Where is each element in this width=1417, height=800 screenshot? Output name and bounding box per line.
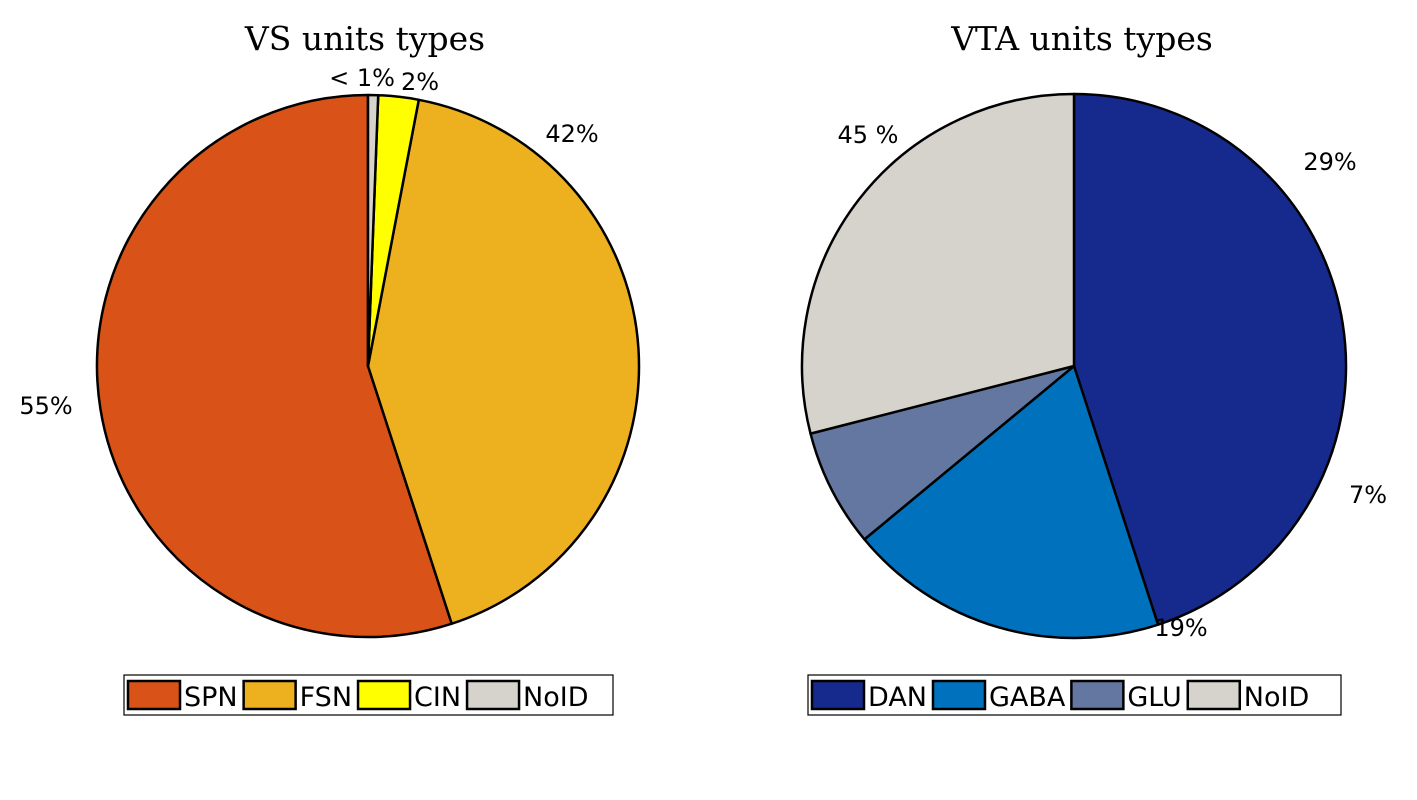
vs-label-noid: < 1%	[329, 64, 395, 92]
vta-legend-label-noid: NoID	[1244, 682, 1309, 713]
vta-legend-swatch-noid	[1186, 679, 1242, 711]
vs-label-cin: 2%	[401, 68, 439, 96]
vs-slice-fsn	[366, 98, 641, 625]
vs-legend-label-cin: CIN	[414, 682, 461, 713]
vs-label-fsn: 42%	[545, 120, 598, 148]
vta-legend-label-gaba: GABA	[989, 682, 1066, 713]
vta-pie	[800, 92, 1348, 640]
vta-slice-glu	[809, 364, 1076, 541]
vta-legend-swatch-gaba	[931, 679, 987, 711]
vta-slice-gaba	[863, 364, 1160, 640]
vs-percent-labels: 55% 42% 2%< 1%	[19, 64, 598, 420]
vs-legend-label-noid: NoID	[523, 682, 588, 713]
vs-legend-swatch-spn	[126, 679, 182, 711]
vs-pie	[95, 93, 641, 639]
vta-legend-label-glu: GLU	[1127, 682, 1181, 713]
vta-legend-swatch-glu	[1070, 679, 1125, 711]
vta-label-dan: 45 %	[838, 121, 899, 149]
vta-legend-swatch-dan	[810, 679, 866, 711]
vta-legend: DAN GABA GLU NoID	[807, 674, 1342, 716]
vs-legend: SPN FSN CIN NoID	[123, 674, 614, 716]
vta-label-gaba: 19%	[1154, 614, 1207, 642]
vs-slice-noid	[366, 93, 380, 368]
vs-label-spn: 55%	[19, 392, 72, 420]
vta-percent-labels: 45 % 19% 7% 29%	[838, 121, 1388, 642]
vta-legend-label-dan: DAN	[868, 682, 927, 713]
vta-label-noid: 29%	[1303, 148, 1356, 176]
vs-legend-swatch-fsn	[242, 679, 297, 711]
vta-pie-chart: VTA units types 45 % 19% 7% 29% DAN GABA GLU N…	[800, 19, 1388, 716]
vta-chart-title: VTA units types	[950, 19, 1213, 58]
vs-chart-title: VS units types	[244, 19, 485, 58]
vta-label-glu: 7%	[1349, 481, 1387, 509]
vs-slice-spn	[95, 93, 453, 639]
vs-legend-label-spn: SPN	[184, 682, 238, 713]
vs-legend-label-fsn: FSN	[300, 682, 352, 713]
vta-slice-dan	[1072, 92, 1348, 626]
vs-legend-swatch-noid	[465, 679, 521, 711]
vs-legend-swatch-cin	[356, 679, 412, 711]
vta-slice-noid	[800, 92, 1076, 435]
vs-pie-chart: VS units types 55% 42% 2%< 1% SPN FSN CIN NoI…	[19, 19, 641, 716]
